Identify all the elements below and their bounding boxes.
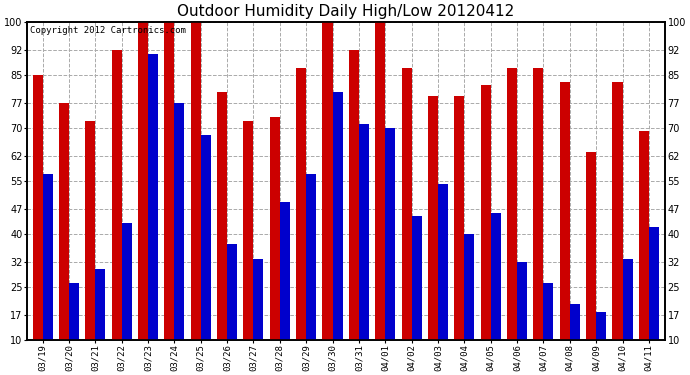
Bar [649,227,659,375]
Bar [596,312,606,375]
Bar [244,121,253,375]
Bar [438,184,448,375]
Bar [175,103,184,375]
Bar [639,131,649,375]
Text: Copyright 2012 Cartronics.com: Copyright 2012 Cartronics.com [30,27,186,36]
Bar [322,22,333,375]
Bar [349,50,359,375]
Bar [148,54,158,375]
Bar [95,269,106,375]
Bar [306,174,316,375]
Bar [544,283,553,375]
Bar [491,213,501,375]
Bar [86,121,95,375]
Bar [138,22,148,375]
Bar [201,135,210,375]
Bar [570,304,580,375]
Bar [464,234,474,375]
Bar [59,103,69,375]
Bar [402,68,412,375]
Bar [375,22,385,375]
Bar [227,244,237,375]
Bar [32,75,43,375]
Bar [43,174,52,375]
Title: Outdoor Humidity Daily High/Low 20120412: Outdoor Humidity Daily High/Low 20120412 [177,4,514,19]
Bar [296,68,306,375]
Bar [69,283,79,375]
Bar [454,96,464,375]
Bar [586,153,596,375]
Bar [333,92,342,375]
Bar [253,258,264,375]
Bar [270,117,279,375]
Bar [481,86,491,375]
Bar [412,216,422,375]
Bar [507,68,517,375]
Bar [517,262,527,375]
Bar [190,22,201,375]
Bar [112,50,121,375]
Bar [385,128,395,375]
Bar [622,258,633,375]
Bar [279,202,290,375]
Bar [359,124,369,375]
Bar [428,96,438,375]
Bar [533,68,544,375]
Bar [613,82,622,375]
Bar [560,82,570,375]
Bar [217,92,227,375]
Bar [164,22,175,375]
Bar [121,223,132,375]
